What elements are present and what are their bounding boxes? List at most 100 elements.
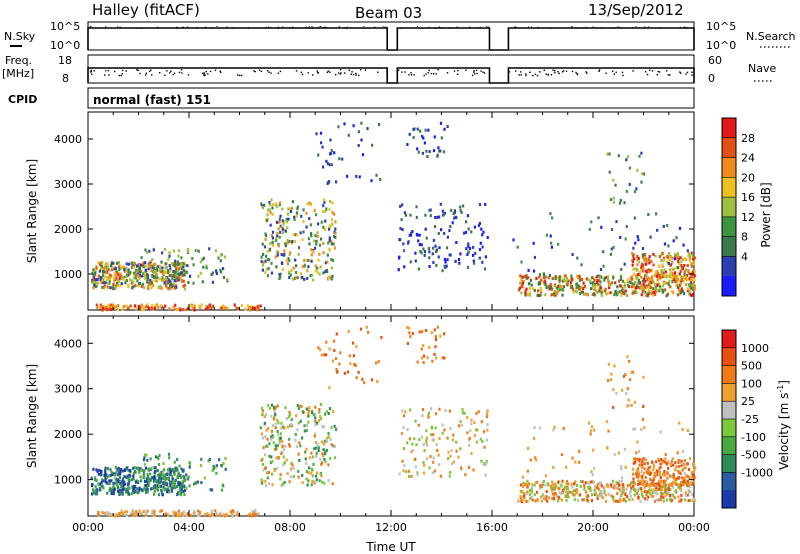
nave-point <box>430 72 433 75</box>
power-point <box>118 263 121 267</box>
nave-point <box>145 72 148 74</box>
velocity-point <box>675 482 678 486</box>
nave-point <box>343 72 346 74</box>
nsky-point <box>462 27 464 29</box>
power-point <box>152 263 155 267</box>
velocity-point <box>571 456 574 460</box>
velocity-point <box>222 513 225 517</box>
power-point <box>557 242 560 246</box>
velocity-point <box>681 428 684 431</box>
power-point <box>424 227 427 231</box>
power-point <box>436 153 439 157</box>
power-point <box>690 293 693 297</box>
power-point <box>409 233 413 237</box>
velocity-point <box>146 490 149 493</box>
velocity-point <box>614 484 617 488</box>
power-point <box>524 289 527 293</box>
power-point <box>96 278 99 281</box>
power-point <box>173 286 176 290</box>
velocity-point <box>401 459 404 463</box>
velocity-point <box>467 465 470 469</box>
power-point <box>406 241 410 245</box>
power-point <box>322 204 325 208</box>
velocity-point <box>296 404 299 407</box>
velocity-point <box>299 444 302 448</box>
velocity-point <box>132 513 135 517</box>
power-point <box>599 268 603 271</box>
velocity-point <box>329 437 332 441</box>
velocity-point <box>316 442 319 446</box>
velocity-point <box>648 491 651 495</box>
velocity-point <box>177 473 180 477</box>
velocity-point <box>479 437 482 441</box>
velocity-point <box>140 469 143 473</box>
velocity-point <box>653 484 656 488</box>
power-point <box>127 306 130 310</box>
power-point <box>159 284 162 288</box>
velocity-point <box>331 359 334 363</box>
power-point <box>578 279 581 282</box>
velocity-point <box>565 487 568 491</box>
power-point <box>101 308 104 312</box>
x-tick-label: 08:00 <box>274 521 306 534</box>
velocity-point <box>270 403 274 407</box>
power-point <box>325 159 328 163</box>
power-point <box>175 285 178 289</box>
power-point <box>174 279 178 283</box>
power-point <box>669 285 672 289</box>
power-point <box>117 261 120 264</box>
velocity-point <box>522 492 525 496</box>
power-point <box>271 212 274 216</box>
power-point <box>177 254 180 258</box>
power-point <box>333 246 337 250</box>
power-point <box>271 203 274 207</box>
power-point <box>310 259 313 263</box>
power-point <box>180 271 183 275</box>
velocity-point <box>627 398 630 402</box>
power-point <box>680 278 683 281</box>
velocity-point <box>273 415 276 419</box>
power-point <box>317 222 320 226</box>
velocity-point <box>225 514 228 517</box>
power-point <box>638 270 641 274</box>
power-point <box>641 269 644 273</box>
power-point <box>116 307 119 311</box>
power-point <box>681 257 684 261</box>
velocity-point <box>640 428 643 431</box>
power-point <box>425 236 428 240</box>
velocity-point <box>164 487 167 491</box>
power-point <box>619 198 622 202</box>
velocity-point <box>686 429 689 432</box>
velocity-point <box>553 482 556 486</box>
velocity-point <box>643 462 646 466</box>
power-point <box>138 306 141 310</box>
velocity-point <box>327 431 330 435</box>
power-point <box>178 267 181 271</box>
nsky-point <box>477 27 479 29</box>
velocity-point <box>183 485 186 489</box>
power-point <box>169 267 172 271</box>
nsky-point <box>345 27 347 29</box>
velocity-point <box>562 487 565 491</box>
power-point <box>316 266 319 270</box>
nave-point <box>571 70 574 73</box>
velocity-point <box>658 471 661 475</box>
velocity-point <box>606 446 609 450</box>
velocity-point <box>418 438 421 441</box>
power-point <box>104 275 107 279</box>
power-point <box>647 276 650 280</box>
power-point <box>452 212 455 216</box>
velocity-point <box>116 473 119 477</box>
power-point <box>105 308 109 312</box>
power-point <box>640 287 644 291</box>
power-point <box>104 263 107 267</box>
velocity-point <box>466 416 469 419</box>
velocity-point <box>323 353 326 357</box>
power-point <box>553 284 556 288</box>
colorbar-swatch <box>722 383 736 402</box>
power-point <box>106 262 109 266</box>
velocity-point <box>530 484 533 488</box>
velocity-point <box>622 374 626 378</box>
velocity-point <box>380 336 383 339</box>
